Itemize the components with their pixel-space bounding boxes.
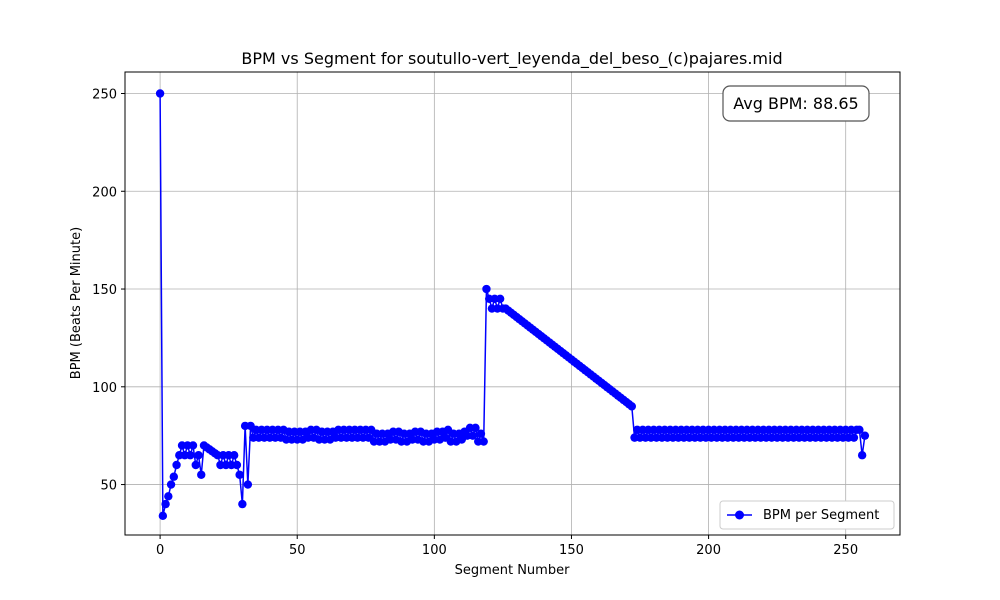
legend-series-name: BPM per Segment <box>763 508 879 523</box>
bpm-data-point <box>471 423 480 433</box>
x-tick-label: 200 <box>696 543 721 558</box>
tick-layer: 0 50 100 150 200 250 50 100 150 200 250 <box>92 88 858 558</box>
bpm-data-point <box>155 89 165 98</box>
bpm-data-point <box>468 431 477 440</box>
y-tick-label: 100 <box>92 381 117 396</box>
bpm-data-point <box>849 433 859 442</box>
y-axis-label: BPM (Beats Per Minute) <box>69 227 84 379</box>
legend-box <box>719 500 895 530</box>
bpm-data-point <box>479 437 488 446</box>
legend-marker-swatch <box>735 510 744 520</box>
bpm-data-point <box>194 451 203 460</box>
bpm-data-point <box>158 511 168 521</box>
bpm-data-point <box>627 402 636 411</box>
avg-bpm-annotation: Avg BPM: 88.65 <box>722 85 870 122</box>
bpm-data-point <box>197 470 206 479</box>
x-tick-label: 50 <box>289 543 306 558</box>
legend: BPM per Segment <box>719 500 895 530</box>
y-tick-label: 150 <box>92 283 117 298</box>
x-tick-label: 250 <box>833 543 858 558</box>
bpm-data-point <box>238 499 247 509</box>
bpm-data-point <box>855 425 864 435</box>
x-tick-label: 100 <box>422 543 447 558</box>
bpm-data-point <box>857 451 867 460</box>
y-tick-label: 50 <box>100 479 117 494</box>
x-tick-label: 150 <box>559 543 584 558</box>
bpm-data-point <box>860 431 870 440</box>
bpm-data-point <box>243 480 253 489</box>
avg-bpm-text: Avg BPM: 88.65 <box>733 94 858 113</box>
y-tick-label: 200 <box>92 185 117 200</box>
bpm-data-point <box>229 451 239 460</box>
bpm-data-point <box>186 451 195 460</box>
bpm-data-point <box>482 284 491 294</box>
plot-frame <box>124 71 901 536</box>
bpm-data-point <box>161 499 170 509</box>
bpm-data-point <box>232 460 242 470</box>
chart-title: BPM vs Segment for soutullo-vert_leyenda… <box>241 49 782 69</box>
bpm-data-point <box>172 460 181 470</box>
bpm-data-point <box>164 492 173 501</box>
bpm-data-point <box>191 460 200 470</box>
bpm-data-point <box>166 480 176 489</box>
bpm-data-point <box>495 294 505 304</box>
annotation-box <box>722 85 870 122</box>
data-layer <box>155 89 870 521</box>
x-axis-label: Segment Number <box>455 563 571 578</box>
x-tick-label: 0 <box>156 543 164 558</box>
bpm-data-point <box>188 441 198 450</box>
bpm-data-point <box>235 470 244 479</box>
bpm-data-point <box>476 429 486 438</box>
bpm-data-point <box>169 472 179 481</box>
y-tick-label: 250 <box>92 88 117 103</box>
